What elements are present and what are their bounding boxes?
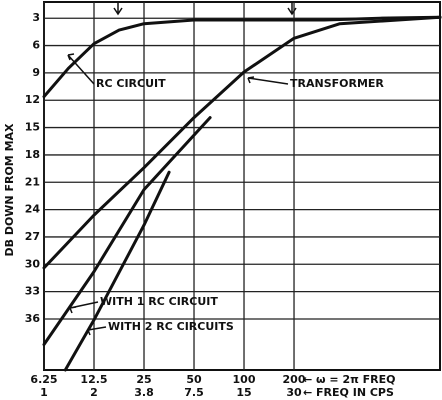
y-tick-label: 24 xyxy=(25,203,41,216)
y-tick-label: 36 xyxy=(25,312,41,325)
y-tick-label: 6 xyxy=(32,39,40,52)
label-pointer xyxy=(69,301,99,314)
x-tick-label: 200 xyxy=(283,373,306,386)
x2-tick-label: 1 xyxy=(40,386,48,399)
series-label: WITH 2 RC CIRCUITS xyxy=(108,320,234,333)
label-pointer xyxy=(67,53,95,85)
series-label: WITH 1 RC CIRCUIT xyxy=(100,295,218,308)
curve xyxy=(42,15,442,270)
curve xyxy=(42,116,212,346)
label-pointer xyxy=(247,76,289,85)
curve xyxy=(63,170,171,372)
x-tick-label: 12.5 xyxy=(80,373,107,386)
curve xyxy=(42,15,442,99)
x2-tick-label: 2 xyxy=(90,386,98,399)
x2-tick-label: 15 xyxy=(236,386,251,399)
x2-axis-label: ← FREQ IN CPS xyxy=(303,386,394,399)
x-tick-label: 25 xyxy=(136,373,151,386)
y-tick-label: 9 xyxy=(32,66,40,79)
x2-tick-label: 30 xyxy=(286,386,302,399)
y-tick-label: 15 xyxy=(25,121,40,134)
x-tick-label: 100 xyxy=(233,373,256,386)
y-tick-label: 27 xyxy=(25,230,40,243)
x-tick-label: 50 xyxy=(186,373,202,386)
x-tick-label: 6.25 xyxy=(30,373,57,386)
label-pointer xyxy=(87,326,107,336)
series-label: TRANSFORMER xyxy=(290,77,384,90)
y-tick-label: 30 xyxy=(25,257,41,270)
y-tick-label: 3 xyxy=(32,11,40,24)
arrow-markers xyxy=(113,2,297,16)
plot-frame xyxy=(43,1,441,371)
series-label: RC CIRCUIT xyxy=(96,77,166,90)
y-tick-label: 33 xyxy=(25,285,40,298)
x2-tick-label: 3.8 xyxy=(134,386,154,399)
x2-tick-label: 7.5 xyxy=(184,386,204,399)
y-tick-label: 12 xyxy=(25,93,40,106)
y-tick-label: 18 xyxy=(25,148,40,161)
y-tick-label: 21 xyxy=(25,175,40,188)
x-axis-label: ← ω = 2π FREQ xyxy=(303,373,396,386)
y-axis-label: DB DOWN FROM MAX xyxy=(3,123,16,257)
